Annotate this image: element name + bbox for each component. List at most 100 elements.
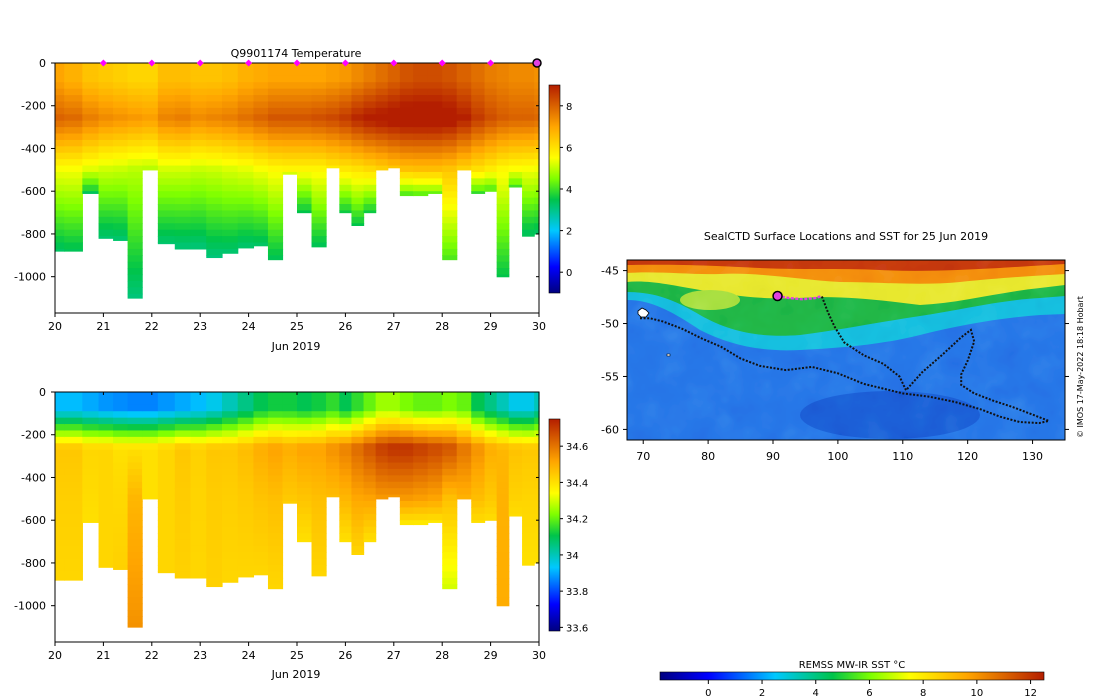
profile-cell — [190, 236, 207, 244]
profile-cell — [427, 88, 443, 96]
profile-cell — [339, 417, 353, 425]
profile-cell — [399, 468, 414, 476]
profile-cell — [399, 88, 414, 96]
profile-cell — [471, 481, 486, 489]
profile-cell — [267, 456, 284, 464]
profile-cell — [442, 424, 458, 432]
profile-cell — [496, 468, 510, 476]
profile-cell — [311, 539, 327, 547]
profile-cell — [339, 404, 353, 412]
profile-cell — [326, 430, 340, 438]
profile-cell — [113, 449, 129, 457]
profile-cell — [311, 107, 327, 115]
profile-cell — [113, 488, 129, 496]
profile-cell — [267, 436, 284, 444]
profile-cell — [221, 571, 239, 579]
sst-colorbar-tick-label: 12 — [1024, 688, 1037, 699]
profile-cell — [98, 184, 114, 192]
profile-cell — [237, 456, 255, 464]
profile-cell — [190, 411, 207, 419]
profile-cell — [427, 507, 443, 515]
profile-cell — [522, 146, 535, 154]
profile-cell — [522, 500, 535, 508]
profile-cell — [157, 545, 176, 553]
profile-cell — [82, 494, 100, 502]
profile-cell — [98, 558, 114, 566]
profile-cell — [237, 545, 255, 553]
profile-cell — [496, 494, 510, 502]
profile-column — [496, 63, 510, 278]
profile-cell — [206, 411, 223, 419]
profile-cell — [456, 475, 472, 483]
profile-cell — [267, 577, 284, 585]
profile-cell — [282, 424, 298, 432]
profile-cell — [253, 152, 269, 160]
profile-cell — [456, 82, 472, 90]
profile-cell — [174, 229, 192, 237]
profile-cell — [174, 417, 192, 425]
profile-cell — [267, 545, 284, 553]
profile-cell — [399, 75, 414, 83]
profile-column — [113, 392, 129, 570]
profile-cell — [55, 443, 65, 451]
profile-column — [375, 63, 389, 171]
profile-cell — [174, 242, 192, 250]
profile-cell — [190, 558, 207, 566]
profile-cell — [157, 107, 176, 115]
profile-cell — [351, 223, 365, 226]
profile-cell — [55, 520, 65, 528]
profile-cell — [221, 120, 239, 128]
colorbar-tick-label: 33.6 — [566, 623, 588, 634]
profile-cell — [339, 500, 353, 508]
profile-cell — [496, 152, 510, 160]
profile-cell — [237, 204, 255, 212]
profile-cell — [496, 424, 510, 432]
profile-cell — [282, 88, 298, 96]
profile-cell — [484, 82, 498, 90]
profile-cell — [522, 475, 535, 483]
profile-cell — [522, 229, 535, 237]
profile-cell — [534, 69, 540, 77]
profile-cell — [98, 82, 114, 90]
surface-marker — [148, 59, 156, 67]
profile-cell — [496, 539, 510, 547]
profile-cell — [399, 456, 414, 464]
profile-cell — [363, 191, 377, 199]
profile-cell — [127, 191, 143, 199]
profile-cell — [142, 392, 159, 400]
profile-cell — [413, 101, 429, 109]
profile-cell — [351, 411, 365, 419]
profile-cell — [253, 500, 269, 508]
profile-cell — [267, 101, 284, 109]
profile-cell — [471, 95, 486, 103]
profile-cell — [190, 101, 207, 109]
map-axes-frame — [626, 259, 1066, 441]
profile-cell — [456, 481, 472, 489]
profile-cell — [157, 424, 176, 432]
profile-cell — [508, 146, 523, 154]
profile-column — [64, 392, 83, 581]
profile-cell — [375, 424, 389, 432]
profile-cell — [98, 481, 114, 489]
profile-cell — [282, 443, 298, 451]
profile-cell — [326, 88, 340, 96]
profile-cell — [522, 552, 535, 560]
profile-cell — [267, 210, 284, 218]
profile-cell — [413, 114, 429, 122]
profile-cell — [157, 494, 176, 502]
profile-cell — [339, 520, 353, 528]
profile-cell — [127, 133, 143, 141]
profile-cell — [427, 520, 443, 523]
profile-cell — [64, 533, 83, 541]
profile-cell — [157, 88, 176, 96]
profile-cell — [375, 95, 389, 103]
profile-cell — [413, 475, 429, 483]
profile-cell — [127, 63, 143, 71]
profile-cell — [253, 520, 269, 528]
profile-cell — [484, 424, 498, 432]
profile-cell — [351, 533, 365, 541]
profile-cell — [484, 127, 498, 135]
profile-cell — [127, 603, 143, 611]
profile-cell — [221, 75, 239, 83]
profile-cell — [206, 500, 223, 508]
